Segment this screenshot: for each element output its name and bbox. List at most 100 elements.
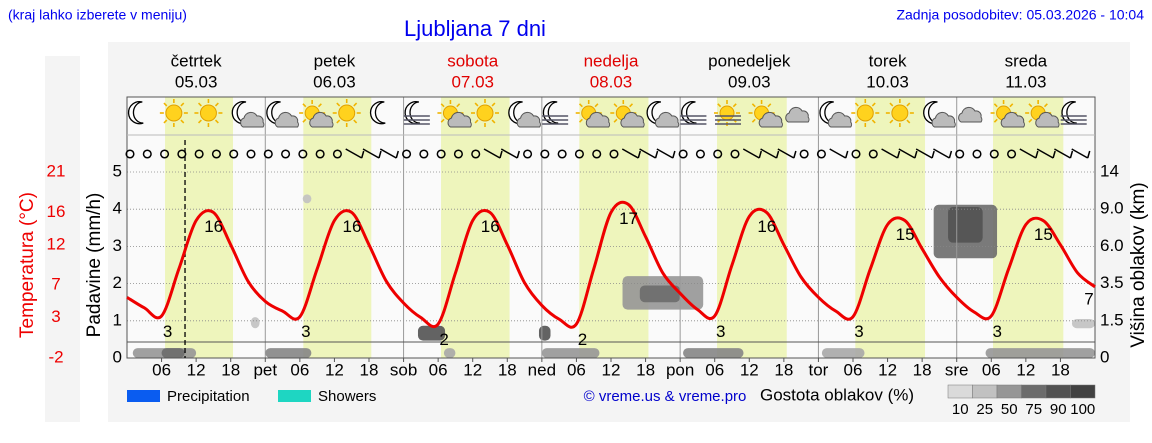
x-tick-label: ned xyxy=(528,360,556,379)
wind-calm xyxy=(281,149,291,159)
weather-symbol xyxy=(542,101,569,125)
x-tick-label: pet xyxy=(253,360,277,379)
x-tick-label: 18 xyxy=(221,360,240,379)
moon xyxy=(681,101,697,125)
x-tick-label: 06 xyxy=(982,360,1001,379)
day-name: četrtek xyxy=(171,51,223,70)
cloud-scale-label: 10 xyxy=(952,401,969,418)
weather-symbol xyxy=(1025,100,1060,128)
cloud xyxy=(785,106,810,123)
cloud-patch xyxy=(821,348,865,358)
sun-ray xyxy=(906,102,911,107)
precipitation-tick-label: 5 xyxy=(113,161,122,180)
sun-ray xyxy=(353,102,358,107)
cloud xyxy=(1000,111,1025,128)
day-name: nedelja xyxy=(584,51,639,70)
sun-ray xyxy=(993,118,998,123)
wind-barb xyxy=(777,148,795,159)
temperature-extreme-label: 3 xyxy=(993,322,1002,341)
wind-calm xyxy=(816,149,826,159)
x-tick-label: 18 xyxy=(1051,360,1070,379)
temperature-extreme-label: 16 xyxy=(342,217,361,236)
temperature-tick-label: 12 xyxy=(47,234,66,253)
sun-ray xyxy=(717,103,722,108)
cloud-scale-label: Gostota oblakov (%) xyxy=(760,385,914,404)
wind-calm xyxy=(540,149,550,159)
wind-barb-tick xyxy=(931,150,935,159)
cloud-patch xyxy=(265,348,312,358)
wind-barb xyxy=(898,148,916,159)
precipitation-tick-label: 3 xyxy=(113,236,122,255)
precipitation-tick-label: 0 xyxy=(113,347,122,366)
wind-calm xyxy=(142,149,152,159)
sun-ray xyxy=(993,103,998,108)
wind-barb xyxy=(621,148,639,159)
wind-barb-tick xyxy=(775,150,780,159)
day-name: petek xyxy=(314,51,356,70)
sun-ray xyxy=(613,118,618,123)
temperature-tick-label: -2 xyxy=(48,347,63,366)
wind-calm xyxy=(332,149,342,159)
x-tick-label: 06 xyxy=(429,360,448,379)
sun-ray xyxy=(336,119,341,124)
wind-calm xyxy=(713,149,723,159)
cloud-patch xyxy=(538,325,551,341)
wind-calm xyxy=(453,149,463,159)
sun-ray xyxy=(906,119,911,124)
wind-calm xyxy=(592,149,602,159)
wind-barb xyxy=(829,148,847,159)
wind-barb-tick xyxy=(1052,150,1056,159)
x-tick-label: 12 xyxy=(463,360,482,379)
x-tick-label: 06 xyxy=(844,360,863,379)
wind-barb-tick xyxy=(516,150,521,159)
day-date: 09.03 xyxy=(728,72,771,91)
day-name: sreda xyxy=(1005,51,1048,70)
left-panel xyxy=(45,56,80,422)
wind-calm xyxy=(868,149,878,159)
sun-ray xyxy=(871,119,876,124)
weather-symbol xyxy=(332,99,361,127)
cloud-tick-label: 14 xyxy=(1100,161,1119,180)
moon xyxy=(542,101,559,125)
sun-ray xyxy=(767,103,772,108)
sun-ray xyxy=(163,102,168,107)
weather-symbol xyxy=(508,101,541,128)
weather-symbol xyxy=(819,101,853,128)
wind-barb xyxy=(1019,148,1037,159)
temperature-tick-label: 16 xyxy=(47,202,66,221)
wind-calm xyxy=(194,149,204,159)
wind-barb-tick xyxy=(896,150,901,159)
cloud-patch xyxy=(161,348,185,358)
temperature-line xyxy=(126,200,1096,329)
wind-barb-tick xyxy=(672,150,676,159)
sun-ray xyxy=(163,119,168,124)
sun-ray xyxy=(491,119,496,124)
wind-barb-tick xyxy=(499,150,503,159)
temperature-extreme-label: 7 xyxy=(1084,290,1093,309)
wind-barb-tick xyxy=(948,150,953,159)
sun-ray xyxy=(353,119,358,124)
sun-ray xyxy=(180,102,185,107)
wind-barb xyxy=(881,148,898,159)
x-tick-label: 18 xyxy=(360,360,379,379)
cloud xyxy=(758,111,783,128)
wind-calm xyxy=(246,149,256,159)
sun-ray xyxy=(751,103,756,108)
cloud xyxy=(516,111,541,128)
cloud-tick-label: 0 xyxy=(1100,347,1109,366)
weather-symbol xyxy=(785,106,810,123)
temperature-extreme-label: 15 xyxy=(896,225,915,244)
temperature-tick-label: 3 xyxy=(51,307,60,326)
cloud-scale-swatch xyxy=(947,384,973,399)
cloud-patch xyxy=(1071,318,1095,329)
daylight-band xyxy=(855,97,926,358)
updated: Zadnja posodobitev: 05.03.2026 - 10:04 xyxy=(896,7,1144,23)
sun-ray xyxy=(1009,103,1014,108)
cloud-axis-label: Višina oblakov (km) xyxy=(1128,182,1149,347)
wind-calm xyxy=(419,149,429,159)
cloud xyxy=(827,111,853,128)
sun-ray xyxy=(751,118,756,123)
weather-symbol xyxy=(403,101,430,125)
sun-ray xyxy=(491,102,496,107)
